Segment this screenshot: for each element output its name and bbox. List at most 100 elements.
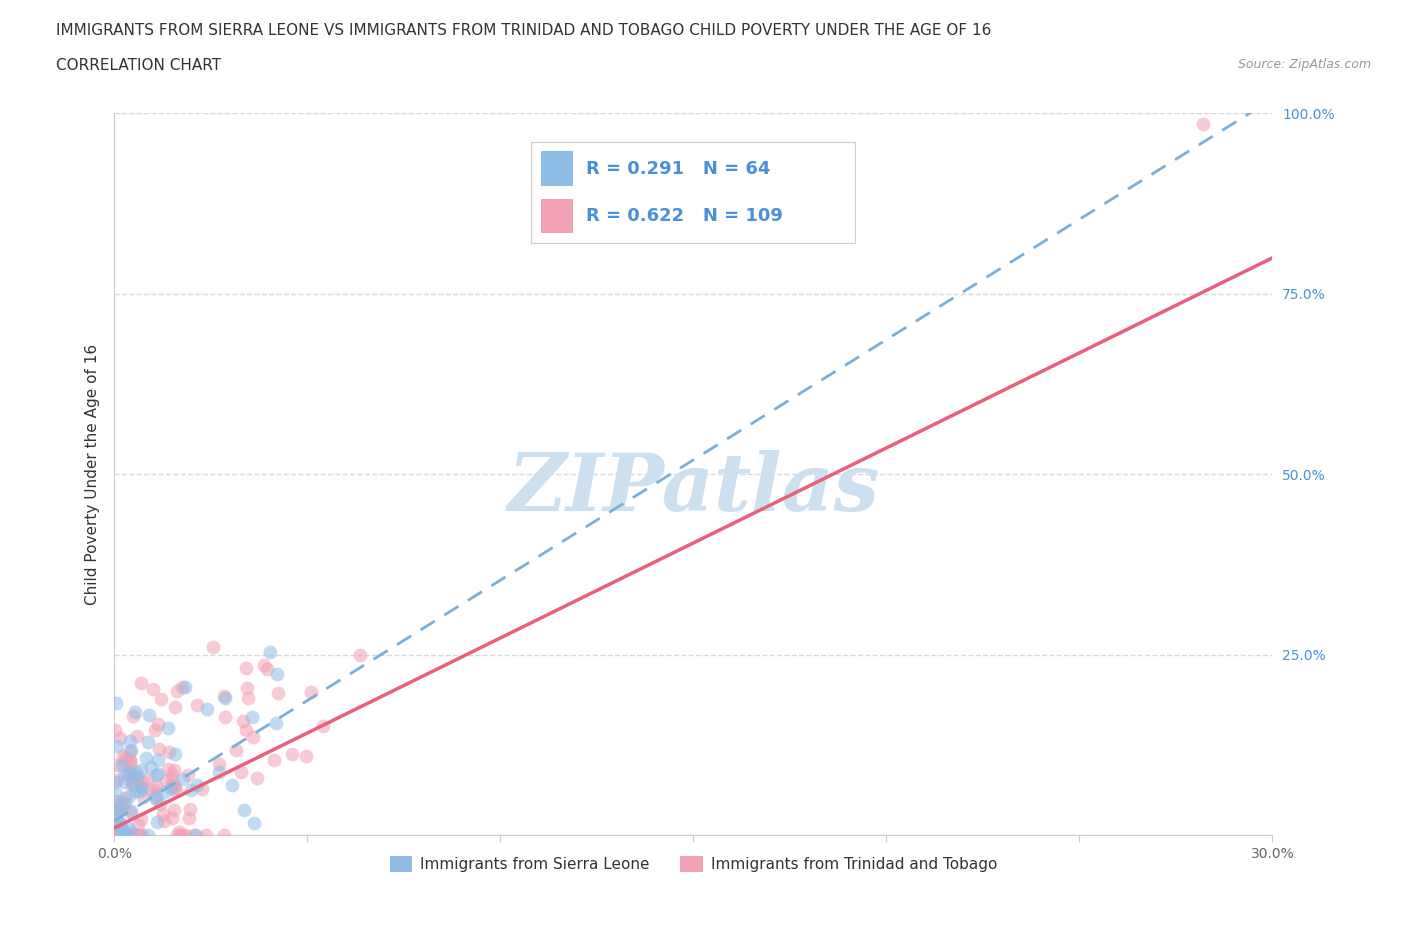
Point: [145, 768, 167, 783]
Point: [108, 815, 131, 830]
Point: [110, 828, 132, 843]
Point: [122, 709, 145, 724]
Point: [114, 828, 136, 843]
Point: [104, 811, 127, 826]
Point: [221, 777, 243, 792]
Point: [142, 681, 165, 696]
Point: [212, 688, 235, 703]
Point: [104, 828, 127, 843]
Point: [127, 828, 149, 843]
Point: [129, 675, 152, 690]
Point: [110, 816, 132, 830]
Point: [163, 763, 186, 777]
Point: [121, 777, 143, 792]
Point: [118, 753, 141, 768]
Point: [121, 770, 143, 785]
Point: [122, 775, 145, 790]
Point: [179, 810, 201, 825]
Point: [125, 768, 148, 783]
Text: ZIPatlas: ZIPatlas: [508, 450, 879, 527]
Point: [156, 721, 179, 736]
Point: [125, 828, 148, 843]
Point: [242, 730, 264, 745]
Point: [264, 716, 287, 731]
Point: [110, 821, 132, 836]
Point: [129, 783, 152, 798]
Point: [104, 775, 127, 790]
Point: [120, 734, 142, 749]
Point: [107, 798, 129, 813]
Point: [225, 743, 247, 758]
Point: [172, 771, 194, 786]
Point: [139, 760, 162, 775]
Point: [349, 647, 371, 662]
Point: [105, 793, 128, 808]
Point: [263, 752, 285, 767]
Point: [138, 707, 160, 722]
Point: [118, 789, 141, 804]
Point: [105, 802, 128, 817]
Point: [104, 786, 127, 801]
Point: [163, 700, 186, 715]
Point: [163, 803, 186, 817]
Point: [118, 804, 141, 819]
Point: [152, 807, 174, 822]
Point: [125, 728, 148, 743]
Point: [114, 790, 136, 805]
Point: [172, 828, 194, 843]
Point: [169, 828, 191, 843]
Point: [214, 828, 236, 843]
Point: [135, 751, 157, 766]
Point: [312, 719, 335, 734]
Point: [232, 713, 254, 728]
Point: [117, 821, 139, 836]
Point: [131, 775, 153, 790]
Point: [153, 814, 176, 829]
Point: [105, 738, 128, 753]
Text: Source: ZipAtlas.com: Source: ZipAtlas.com: [1237, 58, 1371, 71]
Point: [233, 803, 256, 817]
Point: [148, 741, 170, 756]
Point: [108, 801, 131, 816]
Point: [129, 812, 152, 827]
Point: [266, 685, 288, 700]
Point: [132, 790, 155, 804]
Point: [142, 786, 165, 801]
Point: [145, 778, 167, 793]
Point: [240, 710, 263, 724]
Point: [153, 785, 176, 800]
Point: [124, 769, 146, 784]
Point: [281, 747, 304, 762]
Point: [103, 828, 125, 843]
Point: [242, 816, 264, 830]
Point: [120, 757, 142, 772]
Point: [157, 745, 180, 760]
Point: [105, 806, 128, 821]
Point: [143, 783, 166, 798]
Point: [162, 811, 184, 826]
Point: [108, 731, 131, 746]
Point: [112, 774, 135, 789]
Point: [112, 828, 135, 843]
Point: [114, 796, 136, 811]
Point: [194, 828, 217, 843]
Point: [105, 696, 128, 711]
Point: [166, 828, 188, 843]
Point: [208, 757, 231, 772]
Point: [112, 828, 135, 843]
Point: [145, 791, 167, 806]
Point: [235, 660, 257, 675]
Point: [165, 784, 187, 799]
Point: [129, 778, 152, 793]
Point: [120, 825, 142, 840]
Point: [131, 780, 153, 795]
Point: [295, 749, 318, 764]
Point: [112, 828, 135, 843]
Point: [299, 684, 322, 699]
Point: [121, 775, 143, 790]
Point: [1192, 117, 1215, 132]
Point: [166, 684, 188, 698]
Point: [191, 781, 214, 796]
Point: [111, 828, 134, 843]
Point: [111, 822, 134, 837]
